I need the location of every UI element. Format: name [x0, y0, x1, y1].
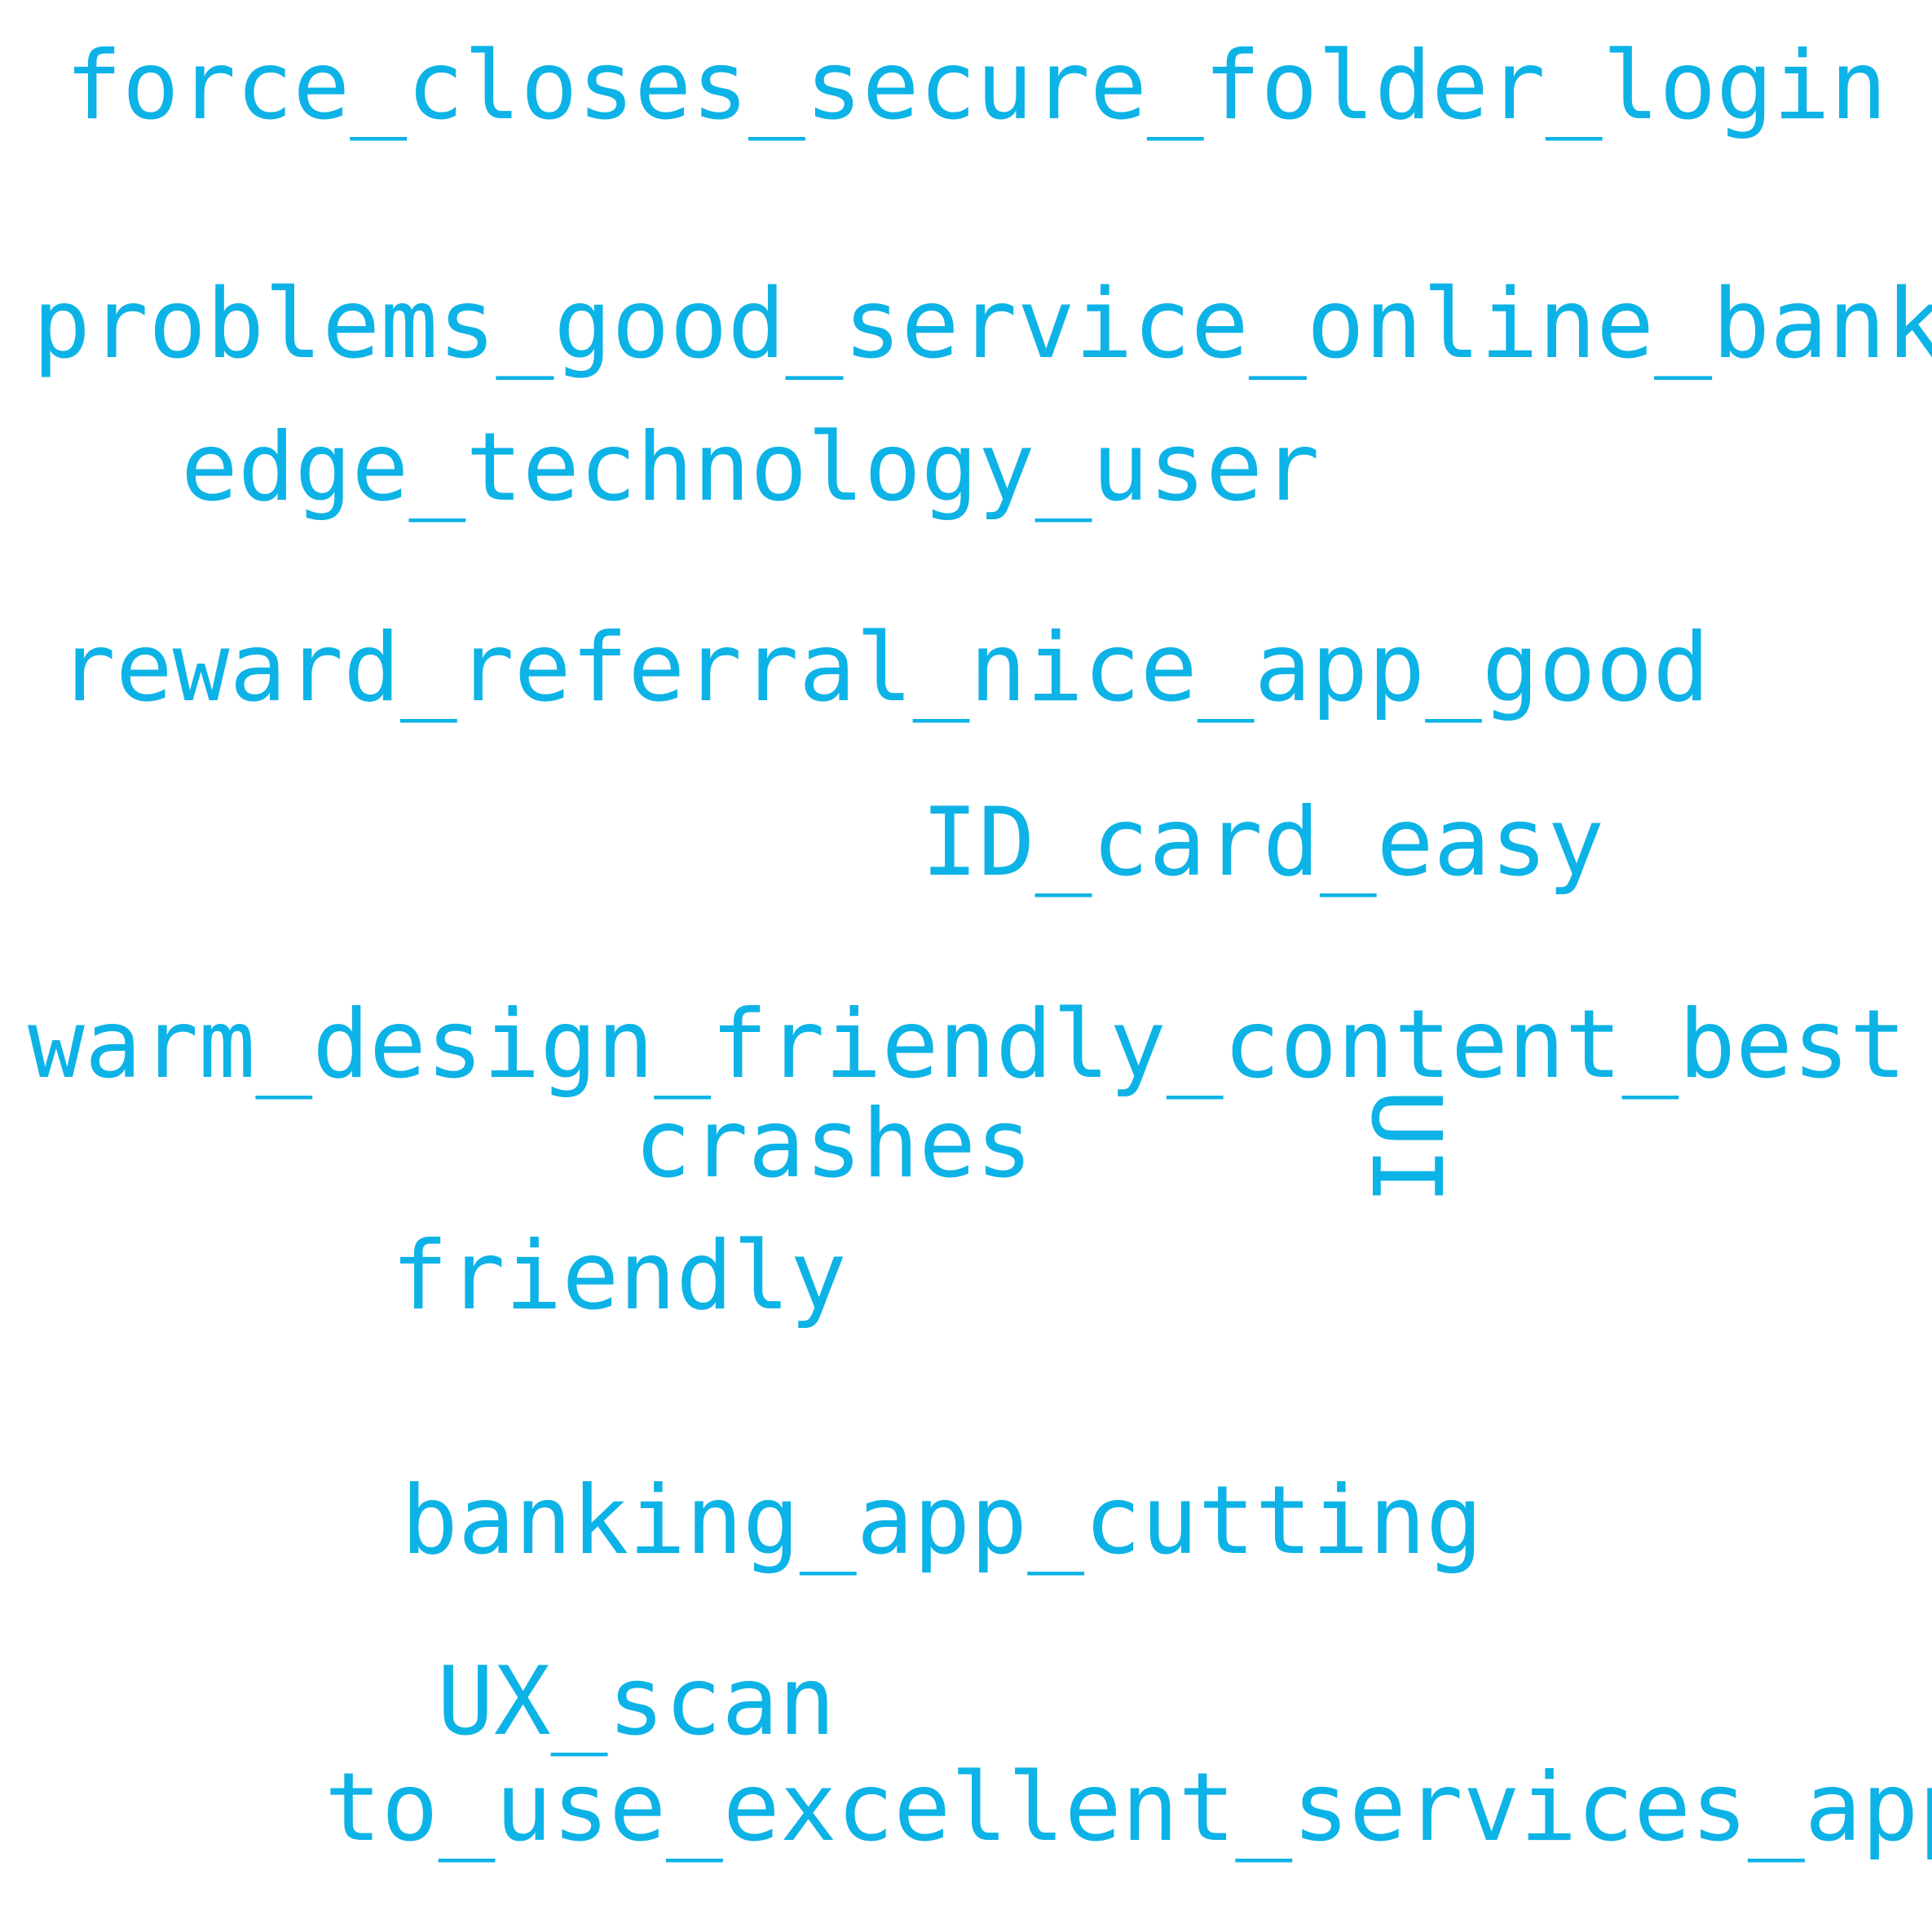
word-ui: UI	[1350, 1089, 1462, 1206]
word-warm-design-friendly-content-best: warm_design_friendly_content_best	[28, 990, 1907, 1100]
word-force-closes-secure-folder-login: force_closes_secure_folder_login	[65, 31, 1887, 141]
word-id-card-easy: ID_card_easy	[921, 787, 1605, 898]
word-reward-referral-nice-app-good: reward_referral_nice_app_good	[59, 613, 1710, 723]
word-banking-app-cutting: banking_app_cutting	[401, 1466, 1483, 1576]
word-edge-technology-user: edge_technology_user	[181, 412, 1320, 523]
word-ux-scan: UX_scan	[437, 1647, 836, 1757]
word-problems-good-service-online-bank: problems_good_service_online_bank	[33, 267, 1932, 380]
word-friendly: friendly	[391, 1221, 847, 1331]
word-crashes: crashes	[634, 1089, 1033, 1199]
word-to-use-excellent-services-app: to_use_excellent_services_app	[324, 1753, 1932, 1863]
